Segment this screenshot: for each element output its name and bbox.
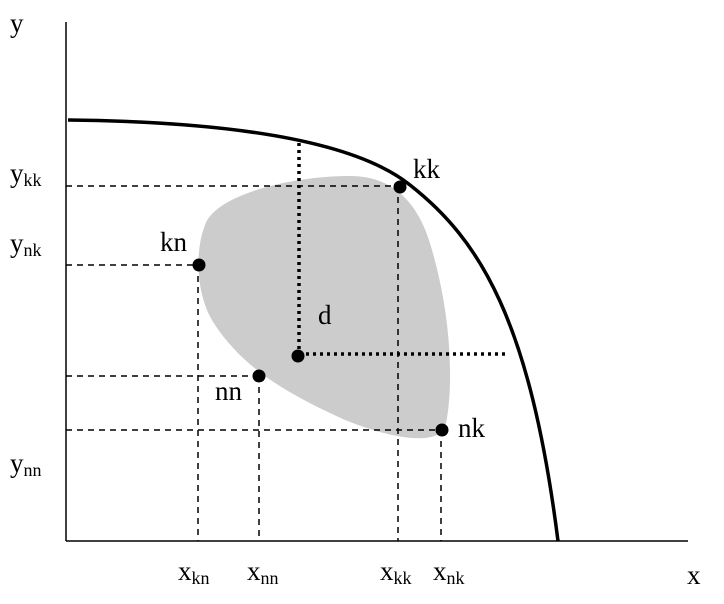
x-tick-nk: xnk — [433, 556, 465, 588]
point-kk — [393, 180, 407, 194]
y-axis-label: y — [10, 8, 24, 38]
y-tick-kk: ykk — [10, 158, 42, 190]
y-tick-nn: ynn — [10, 448, 42, 480]
label-kk: kk — [413, 154, 441, 184]
label-d: d — [318, 300, 332, 330]
label-nn: nn — [215, 376, 243, 406]
x-tick-nn: xnn — [247, 556, 279, 588]
label-kn: kn — [160, 227, 188, 257]
point-kn — [192, 258, 206, 272]
point-nk — [435, 423, 449, 437]
x-axis-label: x — [687, 560, 701, 590]
point-nn — [252, 369, 266, 383]
y-tick-nk: ynk — [10, 228, 42, 260]
x-tick-kn: xkn — [178, 556, 210, 588]
frontier-curve — [67, 118, 560, 542]
label-nk: nk — [458, 413, 486, 443]
x-tick-kk: xkk — [380, 556, 412, 588]
point-d — [291, 349, 305, 363]
